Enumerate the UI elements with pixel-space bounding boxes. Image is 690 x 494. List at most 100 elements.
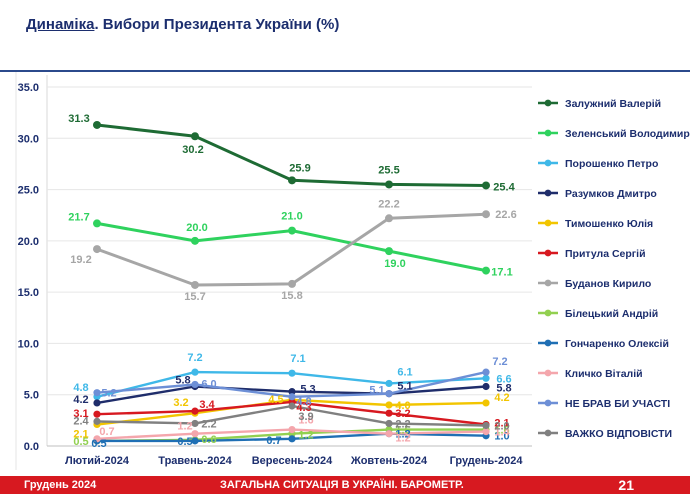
data-point: [93, 219, 101, 228]
data-point: [385, 247, 393, 256]
data-label: 4.2: [73, 394, 88, 406]
data-point: [288, 176, 296, 185]
data-point: [482, 399, 490, 407]
data-label: 25.9: [289, 162, 310, 174]
data-point: [385, 390, 393, 398]
data-point: [482, 428, 490, 436]
legend-label: Залужний Валерій: [565, 98, 661, 110]
data-label: 5.2: [101, 388, 116, 400]
data-label: 5.1: [397, 381, 412, 393]
legend-label: НЕ БРАВ БИ УЧАСТІ: [565, 398, 670, 410]
data-label: 5.3: [300, 384, 315, 396]
header-divider: [0, 70, 690, 72]
data-label: 15.8: [281, 290, 302, 302]
data-label: 0.6: [201, 434, 216, 446]
data-label: 2.4: [73, 415, 89, 427]
data-point: [482, 382, 490, 391]
data-point: [288, 402, 296, 410]
data-label: 4.3: [296, 402, 311, 414]
title-highlight: Динаміка: [26, 16, 95, 33]
legend-swatch-marker: [544, 189, 552, 197]
page-title: Динаміка. Вибори Президента України (%): [26, 16, 339, 33]
legend-label: Гончаренко Олексій: [565, 338, 669, 350]
legend-swatch-marker: [544, 99, 552, 107]
data-label: 22.2: [378, 198, 399, 210]
data-label: 1.6: [395, 425, 410, 437]
legend-swatch-marker: [544, 159, 552, 167]
data-label: 7.2: [492, 356, 507, 368]
legend-swatch-marker: [544, 309, 552, 317]
data-point: [191, 236, 199, 245]
x-tick-label: Жовтень-2024: [350, 455, 428, 467]
data-point: [191, 280, 199, 289]
data-point: [288, 388, 296, 396]
data-point: [93, 417, 101, 425]
page-number: 21: [618, 477, 634, 493]
line-chart: 0.0 5.0 10.0 15.0 20.0 25.0 30.0 35.0 Лютий-2024…: [15, 72, 690, 470]
data-label: 3.2: [395, 408, 410, 420]
data-point: [385, 214, 393, 223]
data-label: 6.0: [201, 378, 216, 390]
data-label: 7.2: [187, 352, 202, 364]
data-label: 19.0: [384, 258, 405, 270]
footer-section: ЗАГАЛЬНА СИТУАЦІЯ В УКРАЇНІ. БАРОМЕТР.: [220, 479, 464, 491]
data-point: [93, 120, 101, 129]
data-label: 2.2: [201, 418, 216, 430]
y-tick-label: 30.0: [18, 133, 39, 145]
data-label: 20.0: [186, 222, 207, 234]
data-point: [191, 407, 199, 415]
legend-label: Тимошенко Юлія: [565, 218, 653, 230]
data-point: [191, 430, 199, 438]
data-label: 31.3: [68, 113, 89, 125]
data-point: [288, 279, 296, 288]
legend-swatch-marker: [544, 339, 552, 347]
legend-swatch-marker: [544, 399, 552, 407]
legend-swatch-marker: [544, 249, 552, 257]
legend-label: Порошенко Петро: [565, 158, 658, 170]
data-label: 3.4: [199, 399, 215, 411]
y-tick-label: 5.0: [24, 390, 39, 402]
data-point: [288, 435, 296, 443]
data-label: 3.2: [173, 397, 188, 409]
data-point: [191, 368, 199, 376]
legend-swatch-marker: [544, 369, 552, 377]
data-label: 30.2: [182, 144, 203, 156]
data-label: 15.7: [184, 291, 205, 303]
x-tick-label: Грудень-2024: [450, 455, 524, 467]
x-tick-label: Вересень-2024: [252, 455, 333, 467]
data-label: 0.5: [73, 436, 88, 448]
data-point: [191, 132, 199, 141]
x-tick-label: Травень-2024: [158, 455, 232, 467]
title-rest: . Вибори Президента України (%): [94, 16, 340, 33]
data-label: 4.8: [296, 396, 311, 408]
legend-swatch-marker: [544, 429, 552, 437]
legend-label: ВАЖКО ВІДПОВІСТИ: [565, 428, 672, 440]
legend-label: Разумков Дмитро: [565, 188, 657, 200]
data-point: [482, 266, 490, 275]
data-label: 17.1: [491, 267, 512, 279]
legend-label: Притула Сергій: [565, 248, 646, 260]
data-label: 2.0: [494, 420, 509, 432]
legend-label: Зеленський Володимир: [565, 128, 690, 140]
data-point: [191, 419, 199, 428]
data-point: [93, 435, 101, 443]
data-label: 1.2: [298, 430, 313, 442]
data-label: 1.2: [395, 433, 410, 445]
data-point: [93, 410, 101, 418]
data-point: [191, 380, 199, 389]
data-label: 1.6: [494, 425, 509, 437]
data-label: 7.1: [290, 353, 305, 365]
data-point: [482, 181, 490, 190]
data-label: 6.6: [496, 373, 511, 385]
data-label: 3.9: [298, 411, 313, 423]
data-label: 4.5: [268, 394, 283, 406]
legend-swatch-marker: [544, 279, 552, 287]
data-label: 1.4: [494, 427, 510, 439]
series-line: [96, 212, 487, 287]
data-label: 5.8: [175, 375, 190, 387]
data-point: [385, 379, 393, 388]
data-label: 1.0: [494, 431, 509, 443]
y-tick-label: 20.0: [18, 236, 39, 248]
legend-swatch-marker: [544, 219, 552, 227]
data-point: [482, 210, 490, 219]
